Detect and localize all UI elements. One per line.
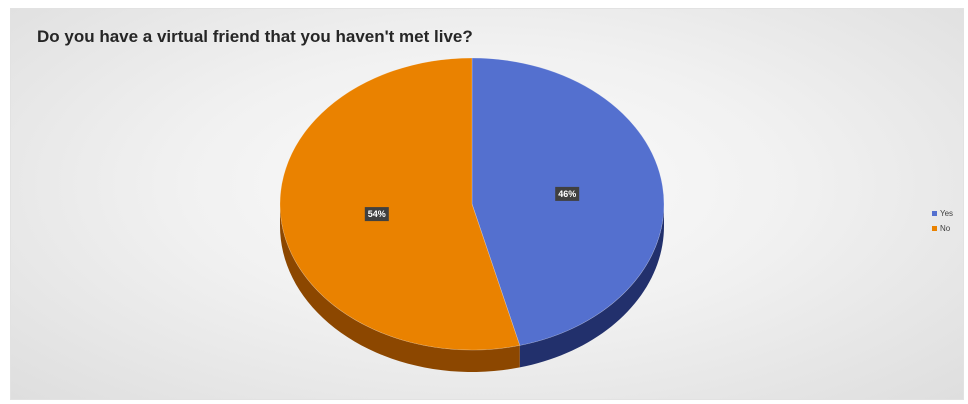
pie-slice-yes — [471, 57, 665, 346]
pie-slice-no — [279, 57, 521, 351]
pie-side-no — [280, 204, 520, 372]
pie-labels: 46% 54% — [364, 186, 580, 222]
legend-swatch-yes — [932, 211, 937, 216]
legend-item-yes: Yes — [932, 206, 953, 221]
data-label-yes: 46% — [555, 186, 580, 201]
chart-title: Do you have a virtual friend that you ha… — [37, 27, 473, 46]
legend-swatch-no — [932, 226, 937, 231]
data-label-box — [364, 207, 389, 222]
chart-legend: Yes No — [932, 206, 953, 236]
legend-item-no: No — [932, 221, 953, 236]
data-label-no: 54% — [364, 207, 389, 222]
legend-label-no: No — [940, 224, 951, 233]
pie-sides — [280, 204, 664, 372]
data-label-box — [555, 186, 580, 201]
data-label-text: 54% — [368, 209, 386, 219]
pie-side-yes — [519, 204, 664, 368]
data-label-text: 46% — [558, 189, 576, 199]
pie-top — [279, 57, 665, 351]
legend-label-yes: Yes — [940, 209, 954, 218]
